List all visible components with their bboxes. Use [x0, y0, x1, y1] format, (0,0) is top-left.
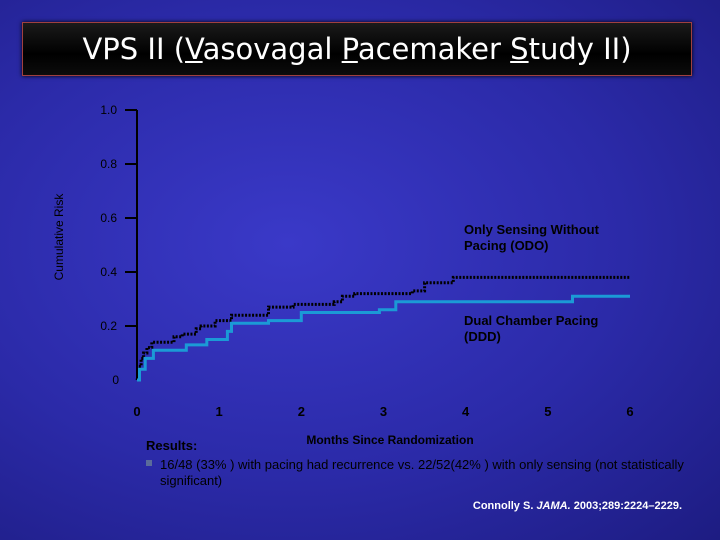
x-tick-label-4: 4 [462, 404, 470, 419]
title-part-5: S [510, 32, 529, 66]
y-tick-label-0: 0 [112, 373, 119, 387]
citation-author: Connolly S. [472, 500, 534, 512]
title-part-6: tudy II) [528, 32, 632, 66]
annotation-0-line-0: Only Sensing Without [464, 222, 600, 237]
results-bullet-item: 16/48 (33% ) with pacing had recurrence … [146, 457, 706, 489]
chart-labels-layer: 0 0.2 0.4 0.6 0.8 1.0 0 1 2 3 4 5 6 Cumulative Risk Mo… [52, 103, 634, 447]
x-tick-label-0: 0 [133, 404, 140, 419]
results-text: 16/48 (33% ) with pacing had recurrence … [160, 457, 684, 488]
y-tick-label-4: 0.8 [100, 157, 117, 171]
title-part-1: V [185, 32, 203, 66]
annotation-0-line-1: Pacing (ODO) [464, 238, 549, 253]
x-tick-label-2: 2 [298, 404, 305, 419]
citation-details: 2003;289:2224–2229. [573, 500, 682, 512]
y-tick-label-1: 0.2 [100, 319, 117, 333]
title-part-0: VPS II ( [82, 32, 186, 66]
series-line-0 [135, 275, 630, 381]
results-block: Results: 16/48 (33% ) with pacing had re… [146, 438, 706, 489]
series-line-1 [137, 294, 630, 382]
chart-axes [125, 109, 138, 380]
x-tick-label-1: 1 [216, 404, 223, 419]
title-part-2: asovagal [202, 32, 342, 66]
title-part-4: acemaker [357, 32, 511, 66]
x-tick-label-3: 3 [380, 404, 387, 419]
y-axis-label: Cumulative Risk [52, 193, 66, 281]
x-axis-label: Months Since Randomization [306, 433, 473, 447]
y-tick-label-5: 1.0 [100, 103, 117, 117]
chart-series-layer [135, 275, 630, 382]
results-heading: Results: [146, 438, 198, 453]
title-part-3: P [341, 32, 358, 66]
x-tick-label-5: 5 [544, 404, 551, 419]
y-tick-label-2: 0.4 [100, 265, 117, 279]
citation-journal: JAMA. [536, 500, 571, 512]
annotation-1-line-1: (DDD) [464, 329, 501, 344]
square-bullet-icon [146, 460, 152, 466]
annotation-1-line-0: Dual Chamber Pacing [464, 313, 598, 328]
slide-title: VPS II (Vasovagal Pacemaker Study II) [23, 23, 691, 75]
x-tick-label-6: 6 [626, 404, 633, 419]
title-bar: VPS II (Vasovagal Pacemaker Study II) [22, 22, 692, 76]
y-tick-label-3: 0.6 [100, 211, 117, 225]
citation: Connolly S. JAMA. 2003;289:2224–2229. [473, 500, 682, 512]
